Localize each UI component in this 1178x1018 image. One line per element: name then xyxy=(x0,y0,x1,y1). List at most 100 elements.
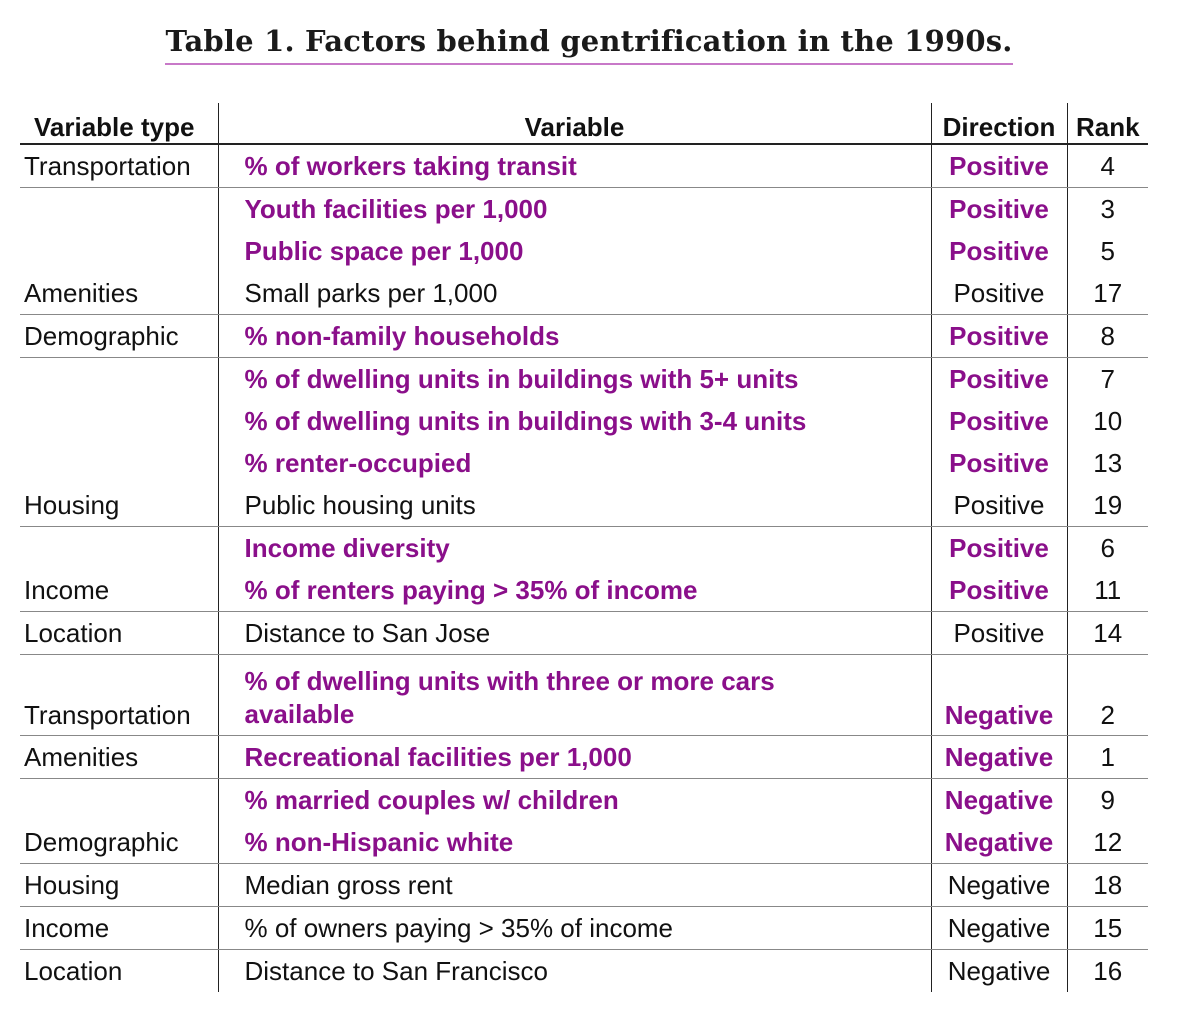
variable-type-cell xyxy=(20,357,219,400)
variable-cell: Small parks per 1,000 xyxy=(218,272,932,315)
variable-type-cell: Amenities xyxy=(20,735,219,779)
table-header: Variable type Variable Direction Rank xyxy=(20,103,1148,145)
table-row: Transportation % of workers taking trans… xyxy=(20,144,1148,188)
table-row: % married couples w/ children Negative 9 xyxy=(20,778,1148,821)
rank-cell: 14 xyxy=(1067,611,1148,655)
variable-cell: Public housing units xyxy=(218,484,932,527)
table-body: Transportation % of workers taking trans… xyxy=(20,144,1148,992)
variable-type-cell: Housing xyxy=(20,863,219,907)
rank-cell: 18 xyxy=(1067,863,1148,907)
variable-type-cell: Demographic xyxy=(20,314,219,358)
variable-type-cell: Housing xyxy=(20,484,219,527)
variable-cell: Youth facilities per 1,000 xyxy=(218,187,932,230)
rank-cell: 13 xyxy=(1093,447,1123,478)
variable-cell: Distance to San Francisco xyxy=(218,949,932,992)
variable-cell: Median gross rent xyxy=(218,863,932,907)
rank-cell: 10 xyxy=(1093,405,1123,436)
variable-cell: Public space per 1,000 xyxy=(218,230,932,272)
variable-cell: Recreational facilities per 1,000 xyxy=(218,735,932,779)
variable-type-cell: Demographic xyxy=(20,821,219,864)
table-row: Location Distance to San Francisco Negat… xyxy=(20,949,1148,992)
variable-cell: % non-Hispanic white xyxy=(218,821,932,864)
rank-cell: 1 xyxy=(1067,735,1148,779)
direction-cell: Positive xyxy=(931,314,1068,358)
header-direction: Direction xyxy=(931,103,1068,145)
variable-cell: % of workers taking transit xyxy=(218,144,932,188)
direction-cell: Positive xyxy=(931,357,1068,400)
variable-type-cell: Location xyxy=(20,949,219,992)
rank-cell: 4 xyxy=(1067,144,1148,188)
table-row: % renter-occupied Positive 13 xyxy=(20,442,1148,484)
variable-cell: % of renters paying > 35% of income xyxy=(218,569,932,612)
variable-type-cell: Amenities xyxy=(20,272,219,315)
header-rank: Rank xyxy=(1067,103,1148,145)
table-row: Income % of renters paying > 35% of inco… xyxy=(20,569,1148,612)
variable-cell: % of owners paying > 35% of income xyxy=(218,906,932,950)
direction-cell: Positive xyxy=(931,272,1068,315)
variable-cell: Income diversity xyxy=(218,526,932,569)
variable-cell: % of dwelling units in buildings with 3-… xyxy=(218,400,932,442)
direction-cell: Positive xyxy=(931,400,1068,442)
rank-cell: 17 xyxy=(1067,272,1148,315)
direction-cell: Positive xyxy=(931,611,1068,655)
variable-cell: Distance to San Jose xyxy=(218,611,932,655)
variable-cell: % of dwelling units with three or more c… xyxy=(218,654,932,736)
table-row: Transportation % of dwelling units with … xyxy=(20,654,1148,736)
rank-cell: 6 xyxy=(1100,532,1115,563)
variable-type-cell xyxy=(20,400,219,442)
factors-table: Variable type Variable Direction Rank Tr… xyxy=(20,103,1148,992)
direction-cell: Positive xyxy=(931,569,1068,612)
variable-type-cell xyxy=(20,442,219,484)
direction-cell: Negative xyxy=(931,778,1068,821)
header-variable-type: Variable type xyxy=(20,103,219,145)
variable-type-cell: Income xyxy=(20,906,219,950)
table-row: Location Distance to San Jose Positive 1… xyxy=(20,611,1148,655)
variable-type-cell: Transportation xyxy=(20,144,219,188)
table-row: Demographic % non-family households Posi… xyxy=(20,314,1148,358)
variable-line-1: % of dwelling units with three or more c… xyxy=(244,666,775,696)
direction-cell: Positive xyxy=(931,442,1068,484)
rank-cell: 3 xyxy=(1100,193,1115,224)
table-row: Youth facilities per 1,000 Positive 3 xyxy=(20,187,1148,230)
rank-cell: 9 xyxy=(1100,784,1115,815)
rank-cell: 12 xyxy=(1067,821,1148,864)
table-row: Amenities Small parks per 1,000 Positive… xyxy=(20,272,1148,315)
table-row: Demographic % non-Hispanic white Negativ… xyxy=(20,821,1148,864)
table-row: Income diversity Positive 6 xyxy=(20,526,1148,569)
rank-cell: 8 xyxy=(1067,314,1148,358)
table-row: Income % of owners paying > 35% of incom… xyxy=(20,906,1148,950)
rank-cell: 16 xyxy=(1093,955,1123,986)
direction-cell: Positive xyxy=(931,187,1068,230)
variable-cell: % married couples w/ children xyxy=(218,778,932,821)
direction-cell: Negative xyxy=(931,735,1068,779)
table-row: Housing Median gross rent Negative 18 xyxy=(20,863,1148,907)
direction-cell: Negative xyxy=(931,821,1068,864)
rank-cell: 2 xyxy=(1067,654,1148,736)
variable-type-cell xyxy=(20,526,219,569)
variable-line-2: available xyxy=(244,699,355,729)
caption-text: Table 1. Factors behind gentrification i… xyxy=(165,24,1013,65)
direction-cell: Positive xyxy=(931,144,1068,188)
rank-cell: 15 xyxy=(1067,906,1148,950)
table-row: Public space per 1,000 Positive 5 xyxy=(20,230,1148,272)
rank-cell: 11 xyxy=(1067,569,1148,612)
variable-type-cell xyxy=(20,778,219,821)
table-row: Amenities Recreational facilities per 1,… xyxy=(20,735,1148,779)
table-row: % of dwelling units in buildings with 5+… xyxy=(20,357,1148,400)
direction-cell: Negative xyxy=(931,949,1068,992)
table-caption: Table 1. Factors behind gentrification i… xyxy=(0,24,1178,65)
header-variable: Variable xyxy=(218,103,932,145)
variable-type-cell xyxy=(20,230,219,272)
rank-cell: 5 xyxy=(1100,235,1115,266)
variable-cell: % renter-occupied xyxy=(218,442,932,484)
header-row: Variable type Variable Direction Rank xyxy=(20,103,1148,145)
variable-cell: % of dwelling units in buildings with 5+… xyxy=(218,357,932,400)
direction-cell: Negative xyxy=(931,863,1068,907)
variable-type-cell: Income xyxy=(20,569,219,612)
direction-cell: Positive xyxy=(931,484,1068,527)
direction-cell: Positive xyxy=(931,230,1068,272)
rank-cell: 19 xyxy=(1067,484,1148,527)
variable-type-cell: Location xyxy=(20,611,219,655)
table-row: % of dwelling units in buildings with 3-… xyxy=(20,400,1148,442)
variable-type-cell: Transportation xyxy=(20,654,219,736)
